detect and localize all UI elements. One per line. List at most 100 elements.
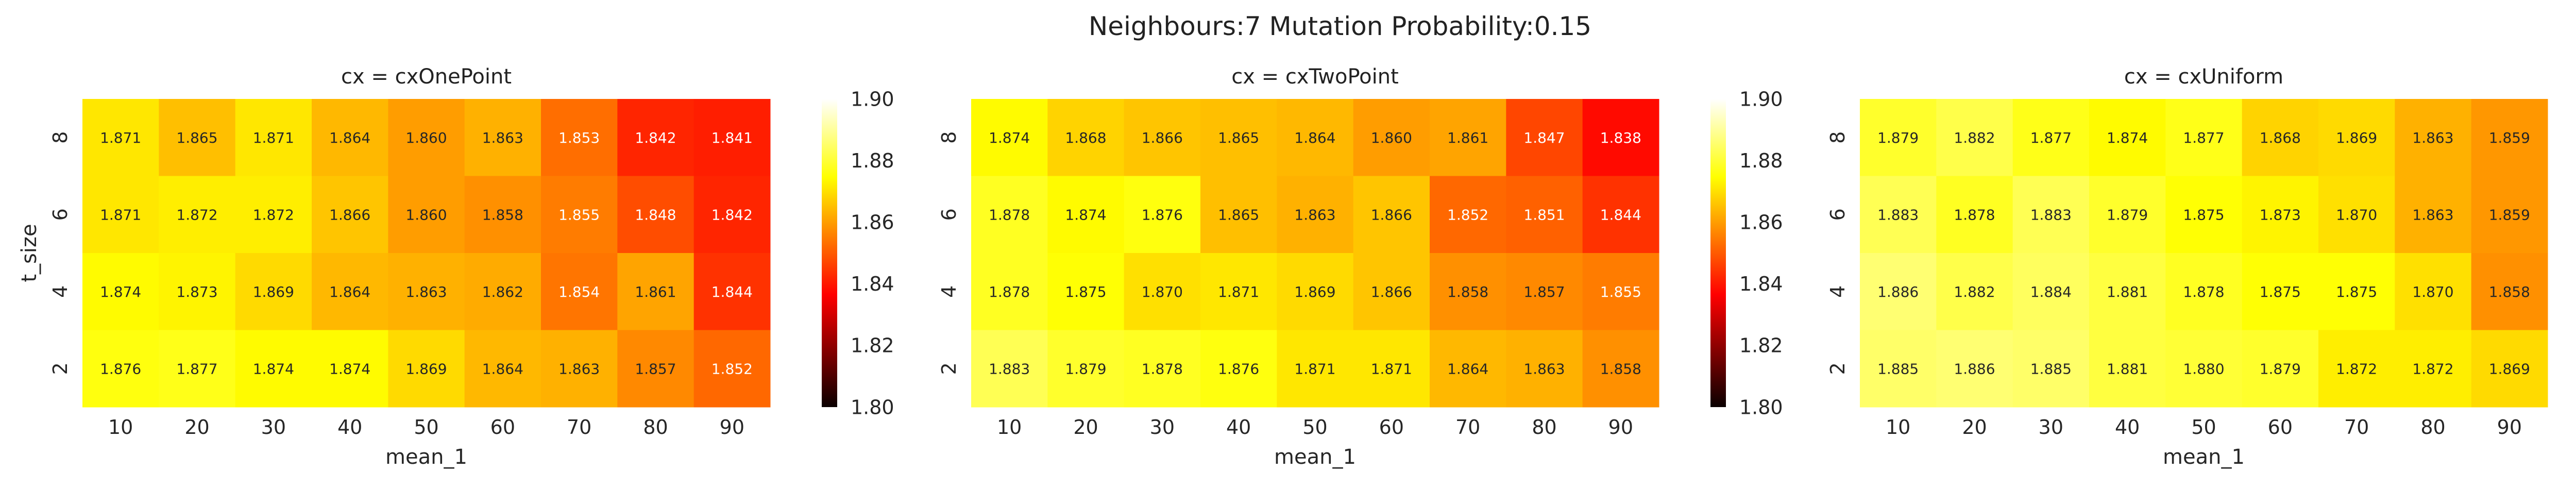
x-tick-label: 30: [2039, 416, 2063, 439]
cell-value-label: 1.863: [558, 360, 600, 377]
heatmap-cell: [693, 176, 771, 254]
cell-value-label: 1.870: [2336, 206, 2377, 223]
heatmap-cell: [541, 330, 618, 408]
cell-value-label: 1.869: [1294, 283, 1335, 300]
heatmap-cell: [464, 176, 541, 254]
cell-value-label: 1.855: [558, 206, 600, 223]
heatmap-cell: [464, 330, 541, 408]
heatmap-cell: [388, 176, 465, 254]
x-tick-label: 90: [1608, 416, 1633, 439]
cell-value-label: 1.886: [1877, 283, 1919, 300]
y-tick-label: 2: [49, 362, 72, 375]
cell-value-label: 1.876: [1218, 360, 1259, 377]
cell-value-label: 1.875: [1065, 283, 1106, 300]
cell-value-label: 1.864: [1294, 129, 1335, 146]
cell-value-label: 1.847: [1523, 129, 1565, 146]
colorbar-tick-label: 1.88: [1739, 149, 1783, 172]
y-tick-label: 6: [938, 208, 960, 221]
heatmap-cell: [1860, 253, 1937, 330]
heatmap-cell: [82, 253, 159, 330]
x-tick-label: 60: [2268, 416, 2293, 439]
heatmap-cell: [541, 253, 618, 330]
heatmap-cell: [1860, 99, 1937, 176]
heatmap-cell: [1200, 330, 1277, 408]
heatmap-cell: [617, 99, 694, 176]
heatmap-cell: [1353, 253, 1430, 330]
x-tick-label: 10: [108, 416, 133, 439]
heatmap-cell: [235, 176, 312, 254]
heatmap-cell: [2242, 253, 2319, 330]
cell-value-label: 1.857: [635, 360, 676, 377]
cell-value-label: 1.863: [2412, 129, 2453, 146]
heatmap-cell: [2395, 253, 2472, 330]
cell-value-label: 1.884: [2030, 283, 2072, 300]
cell-value-label: 1.863: [482, 129, 523, 146]
heatmap-cell: [2471, 176, 2548, 254]
heatmap-cell: [2318, 176, 2395, 254]
cell-value-label: 1.860: [405, 129, 447, 146]
heatmap-cell: [2165, 330, 2243, 408]
cell-value-label: 1.878: [1142, 360, 1183, 377]
heatmap-cell: [1353, 330, 1430, 408]
cell-value-label: 1.877: [176, 360, 217, 377]
cell-value-label: 1.862: [482, 283, 523, 300]
heatmap-cell: [312, 99, 388, 176]
x-tick-label: 40: [1226, 416, 1251, 439]
heatmap-cell: [1582, 99, 1659, 176]
cell-value-label: 1.866: [329, 206, 370, 223]
heatmap-cell: [1124, 330, 1201, 408]
cell-value-label: 1.863: [1523, 360, 1565, 377]
heatmap-cell: [1124, 253, 1201, 330]
cell-value-label: 1.886: [1954, 360, 1995, 377]
x-tick-label: 70: [567, 416, 591, 439]
heatmap-cell: [235, 253, 312, 330]
cell-value-label: 1.871: [1294, 360, 1335, 377]
cell-value-label: 1.875: [2336, 283, 2377, 300]
heatmap-cell: [2395, 99, 2472, 176]
x-tick-label: 80: [2420, 416, 2445, 439]
cell-value-label: 1.866: [1142, 129, 1183, 146]
cell-value-label: 1.865: [1218, 206, 1259, 223]
x-tick-label: 40: [337, 416, 362, 439]
cell-value-label: 1.874: [100, 283, 141, 300]
colorbar-tick-label: 1.86: [1739, 211, 1783, 234]
heatmap-cell: [2089, 330, 2166, 408]
heatmap-cell: [464, 253, 541, 330]
x-tick-label: 10: [997, 416, 1022, 439]
heatmap-cell: [159, 253, 236, 330]
cell-value-label: 1.874: [329, 360, 370, 377]
heatmap-cell: [2471, 253, 2548, 330]
x-tick-label: 70: [1455, 416, 1480, 439]
x-tick-label: 60: [1379, 416, 1404, 439]
heatmap-cell: [2318, 253, 2395, 330]
cell-value-label: 1.863: [405, 283, 447, 300]
cell-value-label: 1.885: [1877, 360, 1919, 377]
cell-value-label: 1.872: [176, 206, 217, 223]
x-tick-label: 20: [184, 416, 209, 439]
heatmap-cell: [2012, 176, 2090, 254]
colorbar: [822, 99, 837, 407]
cell-value-label: 1.874: [1065, 206, 1106, 223]
heatmap-cell: [693, 253, 771, 330]
cell-value-label: 1.870: [1142, 283, 1183, 300]
x-tick-label: 10: [1886, 416, 1910, 439]
cell-value-label: 1.879: [2260, 360, 2301, 377]
y-axis-label: t_size: [18, 224, 41, 282]
cell-value-label: 1.866: [1371, 283, 1412, 300]
cell-value-label: 1.879: [1877, 129, 1919, 146]
heatmap-cell: [82, 330, 159, 408]
cell-value-label: 1.879: [2107, 206, 2148, 223]
x-tick-label: 80: [643, 416, 668, 439]
cell-value-label: 1.882: [1954, 129, 1995, 146]
cell-value-label: 1.858: [482, 206, 523, 223]
heatmap-cell: [1582, 253, 1659, 330]
cell-value-label: 1.864: [482, 360, 523, 377]
heatmap-cell: [2242, 330, 2319, 408]
heatmap-cell: [1430, 176, 1506, 254]
colorbar-tick-label: 1.80: [1739, 396, 1783, 418]
x-tick-label: 50: [2191, 416, 2216, 439]
heatmap-cell: [159, 99, 236, 176]
cell-value-label: 1.871: [100, 206, 141, 223]
